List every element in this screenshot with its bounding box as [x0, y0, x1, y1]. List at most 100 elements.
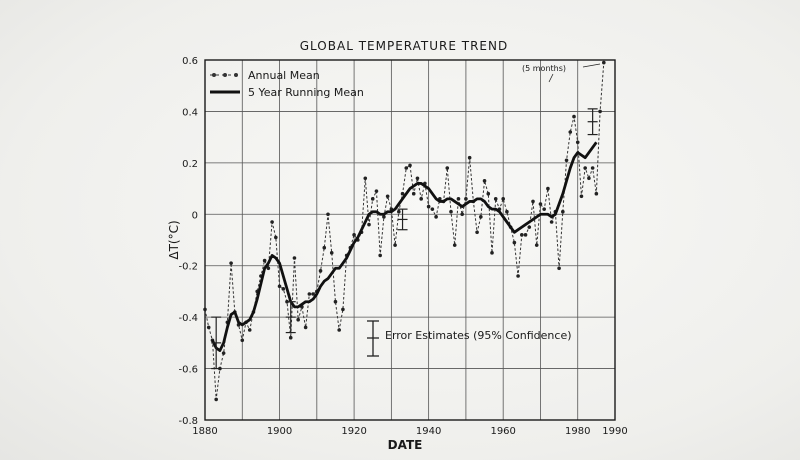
- annual-mean-point: [337, 328, 341, 332]
- annual-mean-point: [341, 307, 345, 312]
- annual-mean-point: [475, 230, 479, 235]
- annual-mean-point: [449, 209, 453, 214]
- grid: [205, 60, 615, 420]
- x-tick-label: 1980: [565, 426, 590, 437]
- five-months-leader: [582, 63, 601, 68]
- chart-title: GLOBAL TEMPERATURE TREND: [300, 39, 508, 53]
- annual-mean-point: [505, 209, 509, 214]
- annual-mean-point: [467, 155, 472, 160]
- annual-mean-point: [400, 191, 405, 196]
- annual-mean-point: [542, 207, 546, 211]
- annual-mean-point: [564, 158, 569, 163]
- annual-mean-point: [568, 130, 573, 134]
- annual-mean-point: [266, 266, 271, 271]
- annual-mean-point: [385, 194, 390, 199]
- annual-mean-point: [326, 212, 330, 217]
- annual-mean-point: [288, 335, 293, 340]
- annual-mean-point: [520, 233, 524, 237]
- legend-annual-label: Annual Mean: [248, 69, 320, 82]
- annual-mean-point: [311, 292, 315, 296]
- annual-mean-point: [501, 197, 505, 201]
- annual-mean-point: [352, 233, 356, 237]
- series: [203, 60, 606, 402]
- annual-mean-point: [512, 240, 517, 245]
- annual-mean-point: [572, 114, 576, 119]
- annual-mean-point: [270, 220, 274, 224]
- x-tick-label: 1920: [341, 426, 366, 437]
- annual-mean-point: [419, 197, 423, 201]
- annual-mean-point: [363, 176, 368, 181]
- y-tick-label: -0.6: [178, 365, 198, 376]
- annual-mean-point: [561, 209, 565, 214]
- x-tick-label: 1900: [267, 426, 292, 437]
- annual-mean-point: [538, 202, 543, 206]
- annual-mean-point: [598, 109, 602, 114]
- x-axis-label: DATE: [388, 438, 423, 452]
- error-estimate-key: Error Estimates (95% Confidence): [367, 320, 572, 357]
- annual-mean-point: [415, 176, 420, 181]
- annual-mean-point: [486, 191, 491, 196]
- annual-mean-point: [367, 222, 371, 227]
- plot-frame: [204, 59, 616, 421]
- annual-mean-point: [445, 166, 450, 170]
- annual-mean-point: [430, 207, 435, 211]
- series-annual-mean-line: [204, 62, 605, 400]
- annual-mean-point: [460, 212, 464, 217]
- legend-running-label: 5 Year Running Mean: [248, 86, 364, 99]
- annual-mean-point: [602, 60, 606, 65]
- series-5-year-running-mean-line: [211, 141, 598, 352]
- annual-mean-point: [274, 235, 278, 240]
- annual-mean-point: [281, 287, 286, 291]
- annual-mean-point: [411, 191, 416, 196]
- annual-mean-point: [240, 338, 245, 343]
- annual-mean-point: [587, 176, 591, 181]
- annual-mean-point: [322, 245, 327, 250]
- annual-mean-point: [378, 253, 382, 258]
- annual-mean-point: [583, 166, 587, 170]
- annual-mean-point: [318, 269, 323, 273]
- annual-mean-point: [382, 215, 386, 219]
- annual-mean-point: [393, 243, 397, 247]
- y-tick-label: 0.6: [182, 56, 198, 67]
- annual-mean-point: [527, 225, 532, 229]
- annual-mean-point: [456, 197, 461, 201]
- legend: Annual Mean 5 Year Running Mean: [210, 69, 364, 99]
- annual-mean-point: [426, 204, 431, 209]
- legend-annual-dot: [212, 73, 216, 77]
- error-estimate-label: Error Estimates (95% Confidence): [385, 329, 572, 342]
- y-tick-label: 0.4: [182, 107, 198, 118]
- annual-mean-point: [482, 179, 487, 183]
- x-tick-label: 1960: [490, 426, 515, 437]
- annual-mean-point: [549, 220, 554, 224]
- y-axis-label: ΔT(°C): [167, 220, 181, 259]
- legend-annual-dot: [234, 73, 238, 77]
- annual-mean-point: [594, 191, 599, 196]
- annual-mean-point: [464, 197, 468, 201]
- annual-mean-point: [229, 261, 233, 265]
- annual-mean-point: [557, 266, 561, 271]
- annual-mean-point: [296, 317, 300, 322]
- x-tick-label: 1880: [192, 426, 217, 437]
- annual-mean-point: [214, 397, 218, 402]
- annual-mean-point: [333, 299, 338, 304]
- y-tick-label: -0.2: [178, 262, 198, 273]
- annual-mean-point: [590, 166, 595, 170]
- annual-mean-point: [206, 325, 211, 330]
- y-tick-label: -0.4: [178, 313, 198, 324]
- annual-mean-point: [307, 292, 312, 296]
- annual-mean-point: [490, 251, 494, 255]
- annual-mean-point: [374, 189, 379, 193]
- annual-mean-point: [292, 256, 297, 260]
- annual-mean-point: [546, 186, 550, 191]
- five-months-pointer: [548, 73, 554, 83]
- y-tick-label: 0.2: [182, 159, 198, 170]
- annual-mean-point: [370, 197, 375, 201]
- annual-mean-point: [397, 209, 401, 214]
- annual-mean-point: [221, 351, 226, 355]
- annual-mean-point: [404, 166, 409, 170]
- annual-mean-point: [329, 251, 334, 255]
- axis-ticks: -0.8 -0.6 -0.4 -0.2 0 0.2 0.4 0.6 1880 1900 1920 19…: [178, 56, 627, 437]
- annual-mean-point: [434, 215, 438, 219]
- x-tick-label: 1940: [416, 426, 441, 437]
